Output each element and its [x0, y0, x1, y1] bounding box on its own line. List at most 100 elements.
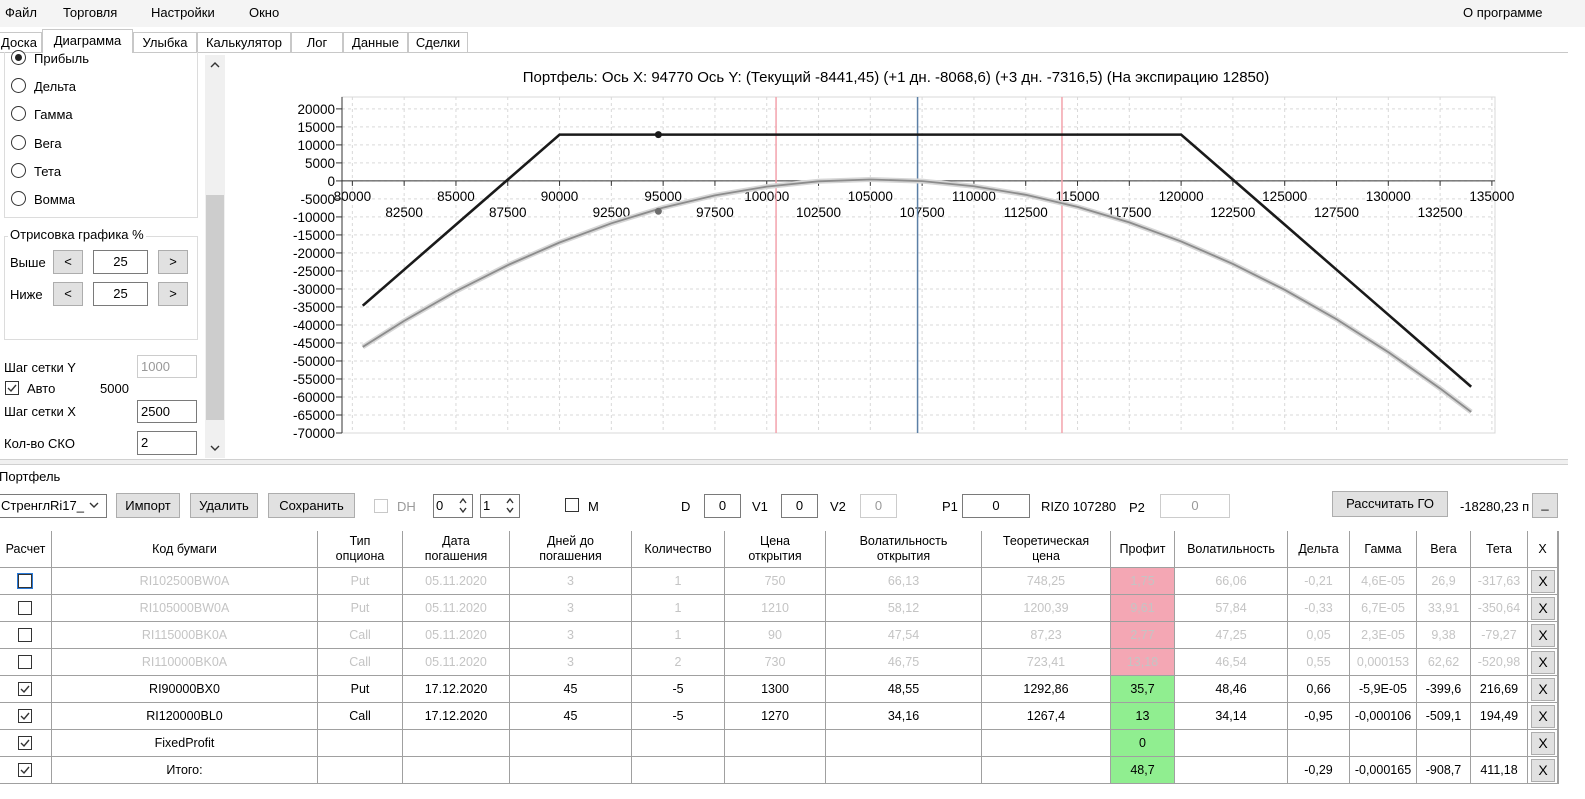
menu-item[interactable]: Окно [249, 5, 280, 20]
cell: 48,46 [1175, 676, 1288, 703]
menu-item[interactable]: Настройки [151, 5, 215, 20]
menu-item[interactable]: Торговля [63, 5, 118, 20]
delete-button[interactable]: X [1531, 705, 1555, 728]
y-tick-label: 5000 [305, 156, 335, 171]
radio-label[interactable]: Вега [34, 136, 62, 151]
radio-label[interactable]: Прибыль [34, 51, 89, 66]
spin[interactable]: 0 [433, 494, 473, 518]
scroll-down[interactable] [209, 443, 221, 453]
row-checkbox[interactable] [18, 682, 32, 696]
row-checkbox[interactable] [18, 736, 32, 750]
input[interactable]: 25 [93, 250, 148, 274]
cell: 58,12 [826, 595, 982, 622]
delete-button[interactable]: X [1531, 732, 1555, 755]
input[interactable]: 0 [860, 494, 897, 518]
radio-label[interactable]: Гамма [34, 107, 73, 122]
delete-button[interactable]: X [1531, 624, 1555, 647]
header-cell: Дельта [1288, 531, 1350, 568]
button[interactable]: Удалить [190, 493, 258, 518]
scroll-up[interactable] [209, 60, 221, 70]
row-checkbox-check-glyph [20, 685, 30, 694]
cell: -399,6 [1417, 676, 1471, 703]
auto-checkbox-check [7, 384, 17, 393]
tab[interactable]: Улыбка [133, 32, 197, 53]
spin-up[interactable] [504, 496, 516, 505]
cell: 48,7 [1111, 757, 1175, 784]
about-link[interactable]: О программе [1463, 5, 1543, 20]
button[interactable]: > [158, 282, 188, 306]
radio[interactable] [11, 163, 26, 178]
spin[interactable]: 1 [480, 494, 520, 518]
tab[interactable]: Лог [291, 32, 343, 53]
input[interactable]: 0 [704, 494, 741, 518]
input[interactable]: 25 [93, 282, 148, 306]
tab[interactable]: Диаграмма [42, 29, 133, 53]
x-tick-label: 122500 [1210, 205, 1255, 220]
radio[interactable] [11, 191, 26, 206]
radio-dot [15, 54, 22, 61]
cell: Call [318, 622, 403, 649]
delete-button[interactable]: X [1531, 597, 1555, 620]
delete-button[interactable]: X [1531, 651, 1555, 674]
input[interactable]: 1000 [137, 355, 197, 378]
radio[interactable] [11, 78, 26, 93]
cell [826, 730, 982, 757]
auto-checkbox[interactable] [5, 381, 19, 395]
cell: RI120000BL0 [52, 703, 318, 730]
m-checkbox[interactable] [565, 498, 579, 512]
tab[interactable]: Калькулятор [197, 32, 291, 53]
label: Кол-во СКО [4, 436, 75, 451]
cell: 6,7E-05 [1350, 595, 1417, 622]
combo-arrow[interactable] [88, 500, 100, 510]
row-checkbox[interactable] [18, 655, 32, 669]
combo[interactable]: СтренглRi17_ [0, 494, 107, 518]
radio-label[interactable]: Вомма [34, 192, 76, 207]
spin-up[interactable] [457, 496, 469, 505]
delete-button[interactable]: X [1531, 570, 1555, 593]
row-checkbox[interactable] [18, 601, 32, 615]
button[interactable]: Сохранить [268, 493, 355, 518]
radio-label[interactable]: Тета [34, 164, 62, 179]
tab[interactable]: Данные [343, 32, 408, 53]
button[interactable]: _ [1532, 493, 1558, 518]
cell: 05.11.2020 [403, 649, 510, 676]
y-tick-label: -50000 [293, 354, 335, 369]
button[interactable]: Импорт [116, 493, 180, 518]
button[interactable]: Рассчитать ГО [1332, 491, 1448, 517]
dh-checkbox[interactable] [374, 499, 388, 513]
spin-up-glyph [506, 497, 514, 504]
radio[interactable] [11, 106, 26, 121]
input[interactable]: 0 [1160, 494, 1230, 518]
spin-down-glyph [459, 507, 467, 514]
cell: 35,7 [1111, 676, 1175, 703]
button[interactable]: < [53, 250, 83, 274]
tab[interactable]: Сделки [408, 32, 468, 53]
cell: RI90000BX0 [52, 676, 318, 703]
cell: 4,6E-05 [1350, 568, 1417, 595]
cell: 1300 [725, 676, 826, 703]
row-checkbox[interactable] [18, 709, 32, 723]
row-checkbox[interactable] [18, 574, 32, 588]
radio-label[interactable]: Дельта [34, 79, 76, 94]
cell: -520,98 [1471, 649, 1528, 676]
input[interactable]: 2 [137, 431, 197, 455]
input[interactable]: 0 [962, 494, 1030, 518]
radio[interactable] [11, 135, 26, 150]
cell [1528, 595, 1558, 622]
input[interactable]: 2500 [137, 400, 197, 423]
button[interactable]: < [53, 282, 83, 306]
scroll-thumb[interactable] [206, 195, 224, 420]
delete-button[interactable]: X [1531, 678, 1555, 701]
delete-button[interactable]: X [1531, 759, 1555, 782]
row-checkbox[interactable] [18, 628, 32, 642]
spin-down[interactable] [457, 506, 469, 515]
tab[interactable]: Доска [0, 32, 42, 53]
cell: 62,62 [1417, 649, 1471, 676]
menu-item[interactable]: Файл [5, 5, 37, 20]
row-checkbox-check [20, 739, 30, 748]
input[interactable]: 0 [781, 494, 818, 518]
cell: 13 [1111, 703, 1175, 730]
row-checkbox[interactable] [18, 763, 32, 777]
button[interactable]: > [158, 250, 188, 274]
spin-down[interactable] [504, 506, 516, 515]
